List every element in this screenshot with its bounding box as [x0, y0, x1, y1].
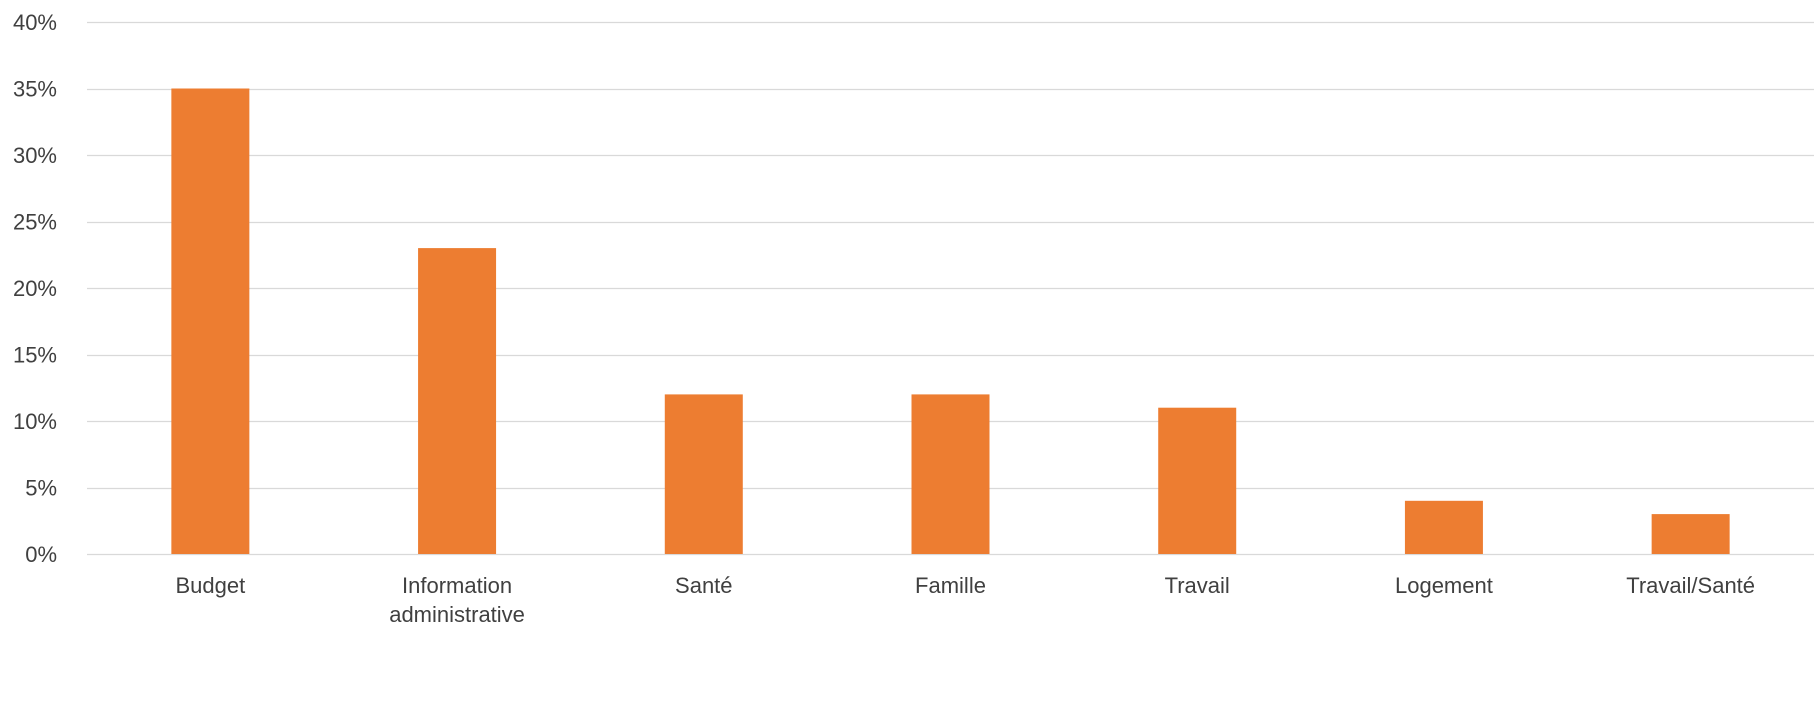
- x-tick-label-line: Travail: [1165, 573, 1230, 598]
- y-tick-label: 25%: [13, 210, 57, 235]
- y-tick-label: 5%: [25, 476, 57, 501]
- x-tick-label: Famille: [915, 573, 986, 598]
- x-tick-label-line: Information: [402, 573, 512, 598]
- bar: [1158, 407, 1237, 554]
- x-tick-label: Information administrative: [389, 573, 525, 627]
- x-tick-label: Budget: [175, 573, 245, 598]
- y-tick-label: 20%: [13, 276, 57, 301]
- y-tick-label: 0%: [25, 542, 57, 567]
- x-tick-label-line: Famille: [915, 573, 986, 598]
- y-axis-ticks: 0% 5% 10% 15% 20% 25% 30% 35% 40%: [13, 10, 57, 567]
- x-tick-label: Travail: [1165, 573, 1230, 598]
- y-tick-label: 15%: [13, 343, 57, 368]
- y-tick-label: 30%: [13, 143, 57, 168]
- x-axis-labels: Budget Information administrative Santé Fami…: [175, 573, 1755, 627]
- y-tick-label: 35%: [13, 77, 57, 102]
- x-tick-label-line: Santé: [675, 573, 733, 598]
- bars: [171, 88, 1730, 554]
- bar: [911, 394, 990, 554]
- x-tick-label-line: Logement: [1395, 573, 1493, 598]
- x-tick-label: Travail/Santé: [1626, 573, 1755, 598]
- bar: [1651, 514, 1730, 554]
- bar: [418, 248, 497, 554]
- x-tick-label-line: Travail/Santé: [1626, 573, 1755, 598]
- x-tick-label-line: Budget: [175, 573, 245, 598]
- y-tick-label: 10%: [13, 409, 57, 434]
- bar: [1404, 500, 1483, 554]
- y-tick-label: 40%: [13, 10, 57, 35]
- x-tick-label-line: administrative: [389, 602, 525, 627]
- gridlines: [87, 21, 1814, 556]
- bar: [171, 88, 250, 554]
- bar: [664, 394, 743, 554]
- x-tick-label: Logement: [1395, 573, 1493, 598]
- x-tick-label: Santé: [675, 573, 733, 598]
